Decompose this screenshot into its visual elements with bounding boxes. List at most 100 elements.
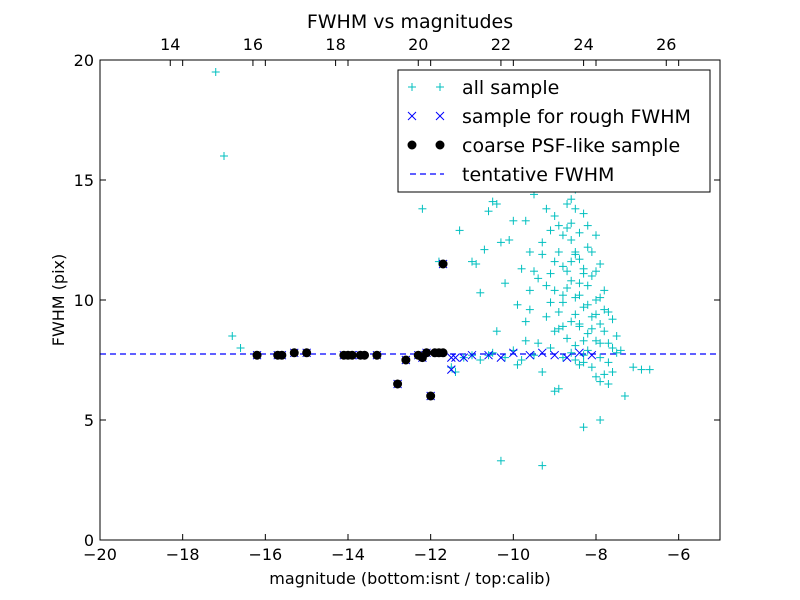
data-point <box>546 269 555 278</box>
data-point <box>228 332 237 340</box>
data-point <box>530 351 538 360</box>
x-tick-label: −12 <box>414 545 448 564</box>
y-axis-label: FWHM (pix) <box>49 254 68 347</box>
data-point <box>484 207 493 216</box>
legend-label: tentative FWHM <box>462 164 614 186</box>
top-tick-label: 24 <box>573 35 593 54</box>
data-point <box>583 300 592 309</box>
y-tick-label: 0 <box>84 531 94 550</box>
data-point <box>571 293 580 302</box>
data-point <box>418 204 427 213</box>
data-point <box>525 350 535 360</box>
legend-marker <box>435 140 445 150</box>
data-point <box>600 286 609 295</box>
data-point <box>592 231 600 240</box>
data-point <box>558 353 567 362</box>
data-point <box>571 248 580 256</box>
legend-entry: sample for rough FWHM <box>407 106 691 128</box>
data-point <box>513 300 522 309</box>
data-point <box>563 267 572 276</box>
data-point <box>612 348 621 357</box>
legend-box <box>397 69 711 193</box>
data-point <box>592 336 600 345</box>
x-tick-label: −14 <box>331 545 365 564</box>
data-point <box>575 320 584 328</box>
data-point <box>472 260 481 268</box>
data-point <box>492 200 501 208</box>
data-point <box>538 461 547 470</box>
chart-title: FWHM vs magnitudes <box>307 11 513 33</box>
data-point <box>550 350 560 360</box>
data-point <box>542 204 551 213</box>
data-point <box>550 212 559 220</box>
data-point <box>550 387 559 396</box>
data-point <box>236 344 245 352</box>
data-point <box>587 272 596 280</box>
data-point <box>546 344 555 352</box>
data-point <box>550 257 559 266</box>
legend-label: sample for rough FWHM <box>462 106 691 128</box>
data-point <box>517 356 526 364</box>
top-tick-label: 16 <box>243 35 263 54</box>
data-point <box>508 348 518 358</box>
x-tick-label: −6 <box>667 545 691 564</box>
series-2 <box>252 259 448 401</box>
data-point <box>534 339 543 348</box>
data-point <box>571 341 580 350</box>
data-point <box>600 327 609 336</box>
data-point <box>530 267 538 276</box>
data-point <box>554 248 563 256</box>
data-point <box>521 216 530 225</box>
legend-entry: tentative FWHM <box>410 164 614 186</box>
axes: −20 −18 −16 −14 −12 −10 −8 −6 14 16 18 20 22 24 26 0 5 10… <box>74 35 720 564</box>
data-point <box>596 260 605 268</box>
data-point <box>592 310 600 319</box>
x-tick-label: −10 <box>496 545 530 564</box>
data-point <box>592 267 600 276</box>
data-point <box>558 298 567 307</box>
data-point <box>637 365 646 374</box>
data-point <box>567 257 576 266</box>
data-point <box>579 209 588 218</box>
data-point <box>579 351 588 360</box>
data-point <box>567 348 576 357</box>
data-point <box>554 221 563 230</box>
data-point <box>604 339 613 348</box>
x-tick-label: −18 <box>166 545 200 564</box>
data-point <box>501 353 510 362</box>
data-point <box>488 197 497 206</box>
data-point <box>468 257 476 266</box>
data-point <box>596 353 605 362</box>
data-point <box>575 279 584 288</box>
data-point <box>393 379 403 389</box>
data-point <box>525 305 534 314</box>
legend-entry: all sample <box>408 77 559 99</box>
data-point <box>542 312 551 321</box>
data-point <box>575 348 584 358</box>
data-point <box>505 236 514 244</box>
data-point <box>571 310 580 319</box>
data-point <box>554 384 563 393</box>
data-point <box>521 317 530 326</box>
data-point <box>587 363 596 372</box>
data-point <box>525 248 534 256</box>
data-point <box>517 264 526 273</box>
data-point <box>645 365 654 374</box>
data-point <box>587 324 596 333</box>
top-tick-label: 14 <box>160 35 180 54</box>
data-point <box>546 298 555 307</box>
data-point <box>563 224 572 232</box>
data-point <box>579 303 588 312</box>
data-point <box>501 279 510 288</box>
data-point <box>546 226 555 235</box>
data-point <box>277 350 287 360</box>
data-point <box>401 355 411 365</box>
plot-area <box>100 68 720 470</box>
y-tick-label: 10 <box>74 291 94 310</box>
data-point <box>587 248 596 256</box>
data-point <box>538 250 547 259</box>
data-point <box>426 391 436 401</box>
data-point <box>604 380 613 388</box>
data-point <box>496 456 505 465</box>
data-point <box>571 204 580 213</box>
